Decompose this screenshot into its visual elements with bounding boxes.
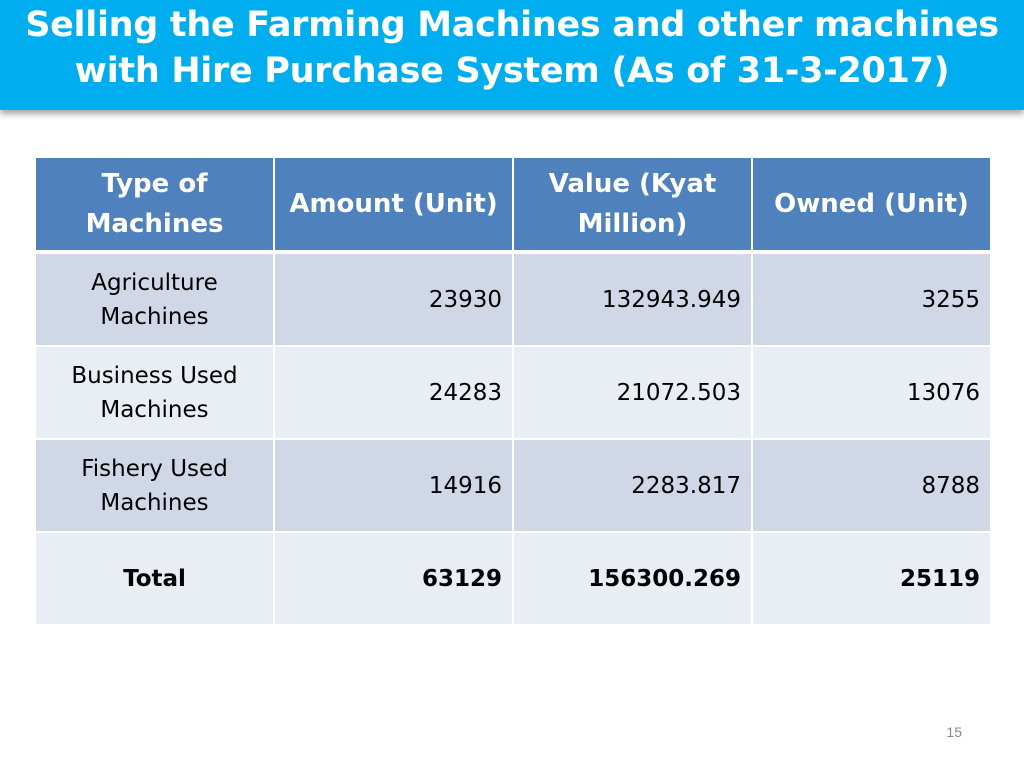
cell-amount: 14916 (273, 438, 514, 533)
table-header-row: Type of Machines Amount (Unit) Value (Ky… (34, 156, 992, 254)
cell-type: Fishery Used Machines (34, 438, 275, 533)
slide-title: Selling the Farming Machines and other m… (0, 2, 1024, 94)
table-row: Business Used Machines 24283 21072.503 1… (34, 345, 992, 440)
table-row: Fishery Used Machines 14916 2283.817 878… (34, 438, 992, 533)
cell-type: Business Used Machines (34, 345, 275, 440)
cell-type: Agriculture Machines (34, 251, 275, 347)
cell-owned: 13076 (751, 345, 992, 440)
cell-owned: 3255 (751, 251, 992, 347)
table-row: Agriculture Machines 23930 132943.949 32… (34, 251, 992, 347)
cell-value: 132943.949 (512, 251, 753, 347)
cell-amount: 24283 (273, 345, 514, 440)
header-type: Type of Machines (34, 156, 275, 254)
page-number: 15 (946, 724, 962, 740)
cell-owned: 8788 (751, 438, 992, 533)
cell-value: 2283.817 (512, 438, 753, 533)
total-amount: 63129 (273, 531, 514, 626)
total-owned: 25119 (751, 531, 992, 626)
total-label: Total (34, 531, 275, 626)
cell-amount: 23930 (273, 251, 514, 347)
machines-table: Type of Machines Amount (Unit) Value (Ky… (34, 156, 992, 626)
title-banner: Selling the Farming Machines and other m… (0, 0, 1024, 110)
header-amount: Amount (Unit) (273, 156, 514, 254)
header-owned: Owned (Unit) (751, 156, 992, 254)
title-line-1: Selling the Farming Machines and other m… (25, 5, 999, 45)
header-value: Value (Kyat Million) (512, 156, 753, 254)
cell-value: 21072.503 (512, 345, 753, 440)
total-value: 156300.269 (512, 531, 753, 626)
total-row: Total 63129 156300.269 25119 (34, 531, 992, 626)
title-line-2: with Hire Purchase System (As of 31-3-20… (74, 51, 950, 91)
